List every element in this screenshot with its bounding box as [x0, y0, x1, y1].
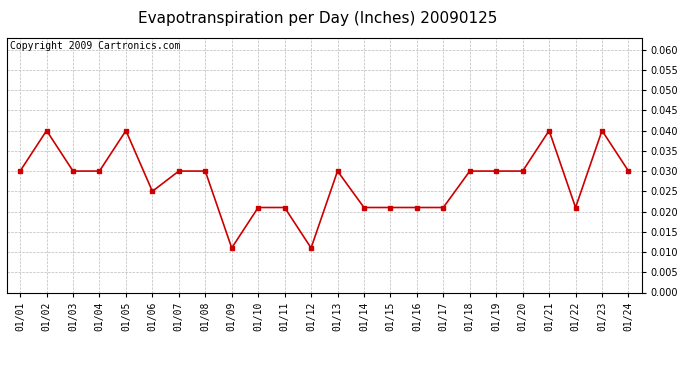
Text: Evapotranspiration per Day (Inches) 20090125: Evapotranspiration per Day (Inches) 2009…	[138, 11, 497, 26]
Text: Copyright 2009 Cartronics.com: Copyright 2009 Cartronics.com	[10, 41, 181, 51]
